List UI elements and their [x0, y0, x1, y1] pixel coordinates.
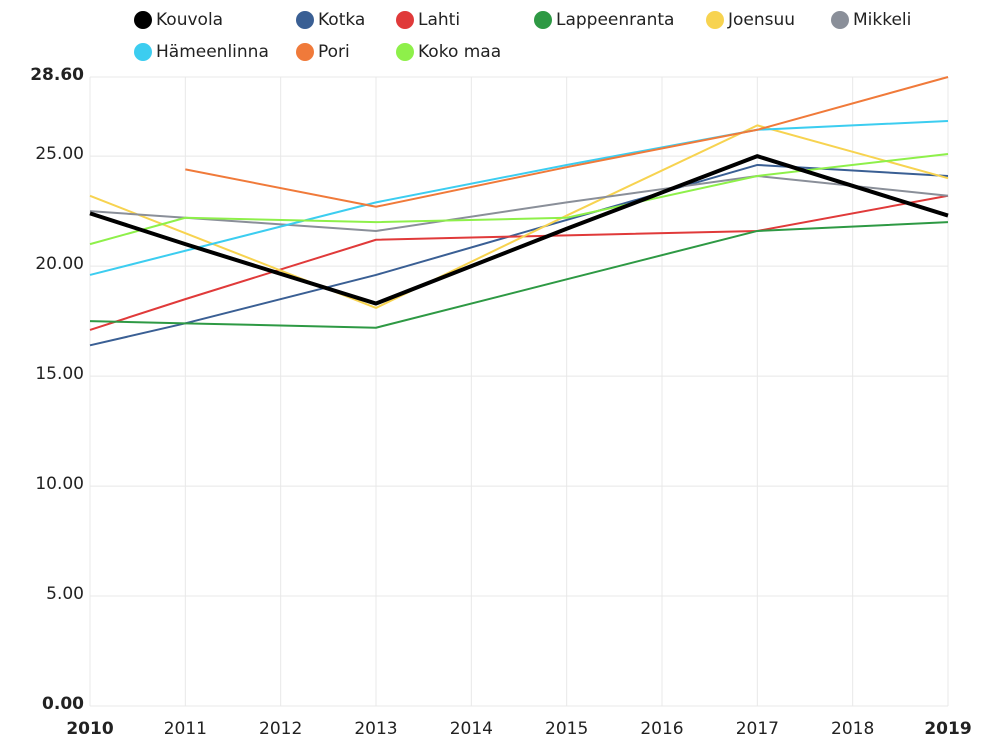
series-line [89, 152, 949, 246]
series-line [89, 194, 949, 331]
legend-marker [296, 43, 314, 61]
legend-label: Lahti [418, 10, 460, 30]
x-tick-label: 2011 [164, 719, 207, 739]
legend-marker [134, 11, 152, 29]
legend-marker [706, 11, 724, 29]
x-tick-label: 2013 [354, 719, 397, 739]
x-tick-label: 2010 [66, 719, 113, 739]
y-tick-label: 0.00 [42, 694, 84, 714]
x-tick-label: 2017 [736, 719, 779, 739]
series-line [89, 174, 949, 232]
series-line [89, 124, 949, 309]
series-line [89, 154, 949, 306]
legend-label: Kouvola [156, 10, 223, 30]
legend-label: Hämeenlinna [156, 42, 269, 62]
y-tick-label: 28.60 [30, 65, 84, 85]
x-tick-label: 2019 [924, 719, 971, 739]
legend-label: Lappeenranta [556, 10, 674, 30]
legend-label: Joensuu [727, 10, 795, 30]
legend-label: Kotka [318, 10, 365, 30]
y-tick-label: 5.00 [46, 584, 84, 604]
y-tick-label: 20.00 [35, 254, 84, 274]
x-tick-label: 2012 [259, 719, 302, 739]
legend-marker [296, 11, 314, 29]
series-line [185, 76, 949, 208]
legend-label: Mikkeli [853, 10, 911, 30]
y-tick-label: 15.00 [35, 364, 84, 384]
x-tick-label: 2018 [831, 719, 874, 739]
legend-marker [396, 11, 414, 29]
legend-label: Pori [318, 42, 350, 62]
legend-marker [134, 43, 152, 61]
x-tick-label: 2015 [545, 719, 588, 739]
legend-label: Koko maa [418, 42, 501, 62]
series-line [89, 119, 949, 276]
y-tick-label: 25.00 [35, 144, 84, 164]
legend-marker [396, 43, 414, 61]
x-tick-label: 2014 [450, 719, 493, 739]
legend-marker [831, 11, 849, 29]
x-tick-label: 2016 [640, 719, 683, 739]
series-line [89, 221, 949, 329]
y-tick-label: 10.00 [35, 474, 84, 494]
legend-marker [534, 11, 552, 29]
